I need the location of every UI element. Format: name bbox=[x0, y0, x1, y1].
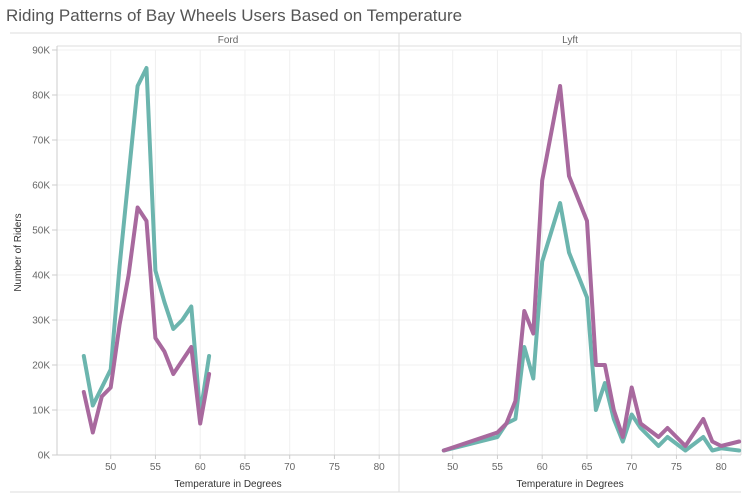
y-tick-label: 30K bbox=[32, 316, 50, 327]
x-tick-label: 65 bbox=[239, 462, 251, 473]
x-tick-label: 75 bbox=[671, 462, 683, 473]
x-axis-title: Temperature in Degrees bbox=[174, 479, 281, 490]
x-tick-label: 80 bbox=[716, 462, 728, 473]
x-tick-label: 50 bbox=[105, 462, 117, 473]
panel-header-ford: Ford bbox=[218, 35, 239, 46]
x-tick-label: 70 bbox=[626, 462, 638, 473]
x-tick-label: 55 bbox=[492, 462, 504, 473]
y-tick-label: 80K bbox=[32, 91, 50, 102]
x-tick-label: 55 bbox=[150, 462, 162, 473]
y-tick-label: 70K bbox=[32, 136, 50, 147]
y-tick-label: 50K bbox=[32, 226, 50, 237]
chart-title: Riding Patterns of Bay Wheels Users Base… bbox=[6, 6, 463, 25]
x-tick-label: 70 bbox=[284, 462, 296, 473]
series-line-lyft-0 bbox=[441, 201, 742, 453]
x-tick-label: 50 bbox=[447, 462, 459, 473]
y-tick-label: 0K bbox=[38, 451, 51, 462]
y-tick-label: 90K bbox=[32, 46, 50, 57]
panel-header-lyft: Lyft bbox=[562, 35, 578, 46]
x-tick-label: 65 bbox=[581, 462, 593, 473]
x-tick-label: 80 bbox=[374, 462, 386, 473]
y-tick-label: 60K bbox=[32, 181, 50, 192]
y-tick-label: 40K bbox=[32, 271, 50, 282]
x-tick-label: 60 bbox=[537, 462, 549, 473]
y-tick-label: 20K bbox=[32, 361, 50, 372]
x-tick-label: 75 bbox=[329, 462, 341, 473]
y-tick-label: 10K bbox=[32, 406, 50, 417]
y-axis-title: Number of Riders bbox=[13, 213, 24, 291]
series-line-lyft-1 bbox=[441, 84, 742, 453]
x-tick-label: 60 bbox=[195, 462, 207, 473]
x-axis-title: Temperature in Degrees bbox=[516, 479, 623, 490]
